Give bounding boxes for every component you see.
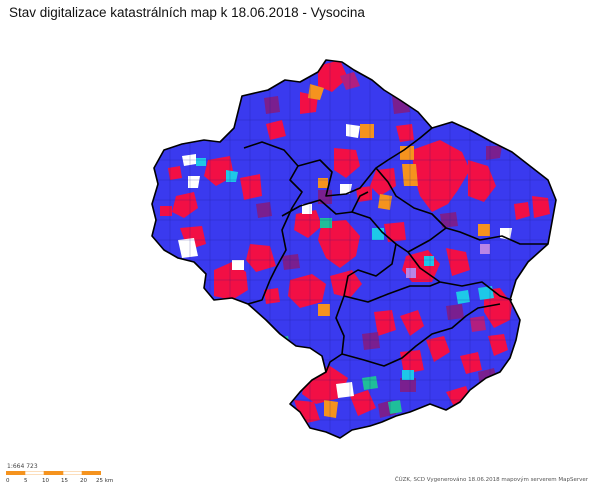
unit-purple <box>400 378 416 392</box>
district-borders <box>151 59 557 439</box>
unit-red <box>266 120 286 140</box>
unit-orange <box>378 194 392 210</box>
map-title: Stav digitalizace katastrálních map k 18… <box>9 5 365 20</box>
unit-purple <box>264 96 280 114</box>
unit-purple <box>486 146 502 160</box>
unit-red <box>460 352 482 374</box>
unit-red <box>396 124 414 142</box>
unit-cyan <box>456 290 470 304</box>
unit-white <box>346 124 360 138</box>
unit-red <box>374 310 396 336</box>
unit-red <box>468 160 496 202</box>
unit-cyan <box>478 286 494 300</box>
scale-tick: 5 <box>24 478 28 484</box>
unit-cyan <box>402 370 414 380</box>
unit-red <box>532 196 550 218</box>
scale-tick: 15 <box>61 478 68 484</box>
unit-cyan <box>424 256 434 266</box>
unit-white <box>336 382 354 398</box>
unit-red <box>318 60 348 92</box>
unit-purple <box>282 254 300 270</box>
scale-ratio: 1:664 723 <box>7 463 38 470</box>
scale-tick: 25 km <box>96 478 114 484</box>
unit-orange <box>478 224 490 236</box>
unit-red <box>214 262 248 300</box>
unit-lavender <box>480 244 490 254</box>
unit-orange <box>318 304 330 316</box>
unit-cyan <box>372 228 384 240</box>
unit-purple <box>362 332 380 350</box>
unit-red <box>514 202 530 220</box>
unit-red <box>384 222 406 242</box>
unit-red <box>400 350 424 374</box>
unit-purple <box>446 304 464 320</box>
scale-tick: 10 <box>42 478 49 484</box>
unit-red <box>318 220 360 268</box>
unit-white <box>340 184 352 194</box>
unit-orange <box>324 400 338 418</box>
scale-tick: 20 <box>80 478 87 484</box>
unit-white <box>302 204 312 214</box>
unit-magenta <box>470 316 486 332</box>
unit-red <box>334 148 360 178</box>
unit-white <box>188 176 200 188</box>
unit-white <box>232 260 244 270</box>
unit-cyan <box>196 158 206 166</box>
unit-red <box>370 168 396 196</box>
unit-teal <box>388 400 402 414</box>
unit-red <box>168 166 182 180</box>
unit-red <box>488 334 508 356</box>
unit-teal <box>276 336 290 350</box>
scale-bar <box>6 471 101 475</box>
unit-orange <box>360 124 374 138</box>
unit-cyan <box>226 170 238 182</box>
unit-orange <box>318 178 328 188</box>
scale-tick: 0 <box>6 478 10 484</box>
unit-red <box>446 248 470 276</box>
parcel-lines <box>152 60 556 438</box>
unit-red <box>350 390 376 416</box>
unit-white <box>178 238 198 258</box>
unit-red <box>400 310 424 336</box>
unit-red <box>426 336 450 362</box>
unit-orange <box>308 84 324 100</box>
unit-purple <box>256 202 272 218</box>
unit-red <box>288 274 326 308</box>
unit-red <box>246 244 276 272</box>
unit-lavender <box>406 268 416 278</box>
unit-red <box>412 140 470 212</box>
unit-red <box>172 192 198 218</box>
scale-labels: 0 5 10 15 20 25 km <box>4 478 114 486</box>
attribution: ČÚZK, SCD Vygenerováno 18.06.2018 mapový… <box>394 477 588 483</box>
unit-red <box>160 206 172 216</box>
cadastral-units <box>160 60 550 424</box>
unit-teal <box>320 218 332 228</box>
unit-red <box>294 210 322 238</box>
unit-red <box>240 174 262 200</box>
